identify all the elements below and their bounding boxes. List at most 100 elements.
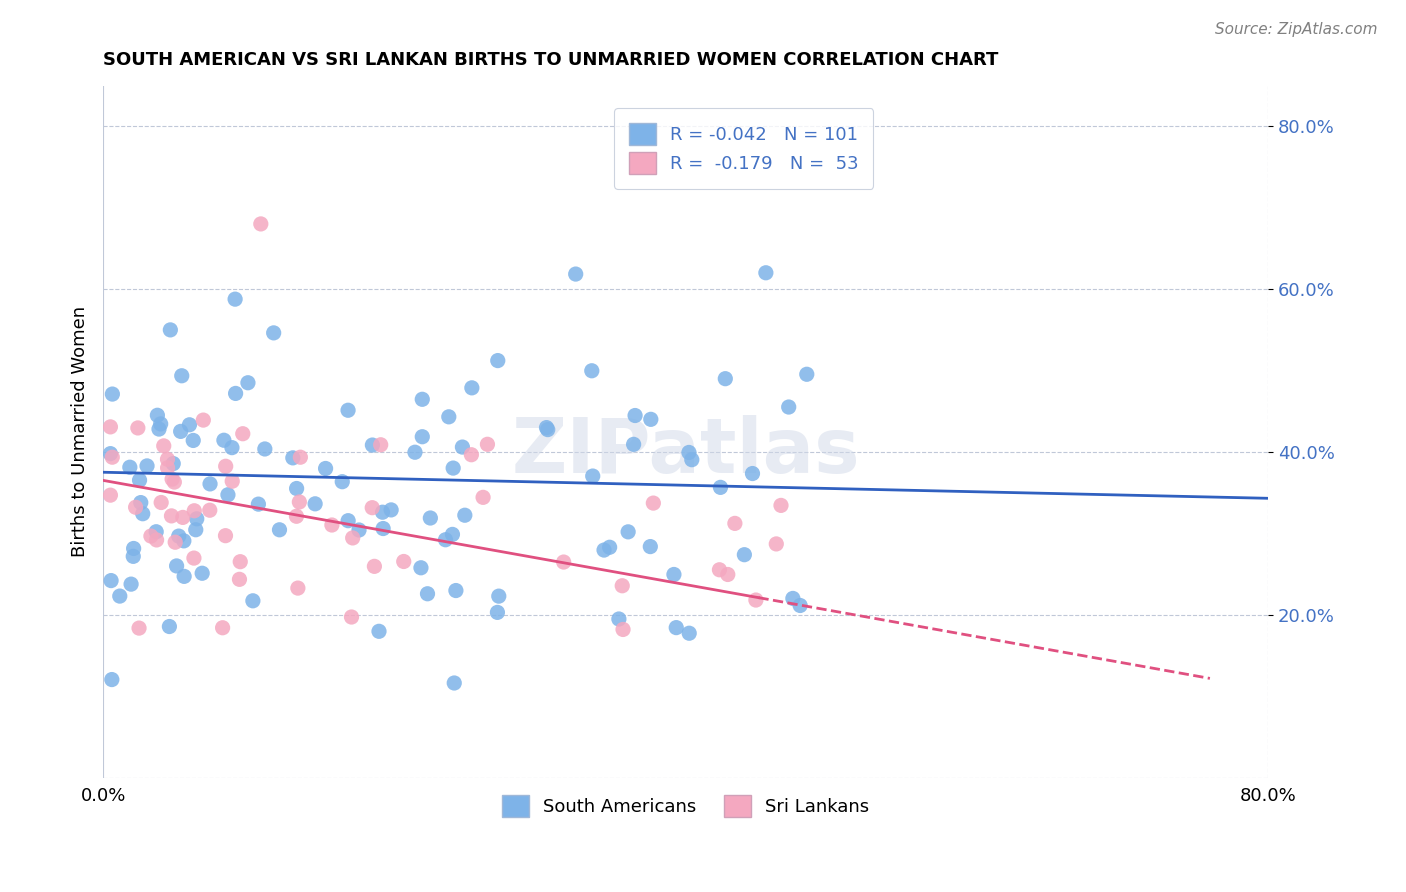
South Americans [173, 533, 195, 548]
Legend: South Americans, Sri Lankans: South Americans, Sri Lankans [495, 788, 876, 824]
Sri Lankans [198, 503, 221, 517]
Sri Lankans [342, 531, 364, 545]
South Americans [122, 541, 145, 556]
South Americans [741, 467, 763, 481]
Sri Lankans [472, 491, 495, 505]
Sri Lankans [477, 437, 499, 451]
South Americans [404, 445, 426, 459]
South Americans [136, 458, 159, 473]
South Americans [347, 523, 370, 537]
Sri Lankans [745, 593, 768, 607]
South Americans [419, 511, 441, 525]
South Americans [242, 594, 264, 608]
South Americans [100, 574, 122, 588]
Sri Lankans [724, 516, 747, 531]
Sri Lankans [145, 533, 167, 547]
Sri Lankans [553, 555, 575, 569]
South Americans [451, 440, 474, 454]
Text: SOUTH AMERICAN VS SRI LANKAN BIRTHS TO UNMARRIED WOMEN CORRELATION CHART: SOUTH AMERICAN VS SRI LANKAN BIRTHS TO U… [103, 51, 998, 69]
South Americans [681, 452, 703, 467]
South Americans [678, 445, 700, 459]
Sri Lankans [156, 452, 179, 467]
South Americans [236, 376, 259, 390]
South Americans [146, 409, 169, 423]
South Americans [796, 368, 818, 382]
South Americans [198, 476, 221, 491]
Sri Lankans [139, 529, 162, 543]
South Americans [755, 266, 778, 280]
Sri Lankans [183, 504, 205, 518]
South Americans [714, 372, 737, 386]
South Americans [789, 599, 811, 613]
Sri Lankans [124, 500, 146, 515]
South Americans [380, 503, 402, 517]
South Americans [409, 561, 432, 575]
Sri Lankans [392, 554, 415, 568]
South Americans [315, 461, 337, 475]
Text: ZIPatlas: ZIPatlas [512, 416, 860, 490]
South Americans [162, 457, 184, 471]
South Americans [640, 412, 662, 426]
South Americans [149, 417, 172, 431]
Sri Lankans [285, 509, 308, 524]
South Americans [582, 469, 605, 483]
South Americans [624, 409, 647, 423]
South Americans [148, 422, 170, 436]
South Americans [778, 400, 800, 414]
South Americans [665, 621, 688, 635]
South Americans [434, 533, 457, 547]
South Americans [108, 589, 131, 603]
Sri Lankans [765, 537, 787, 551]
Sri Lankans [214, 529, 236, 543]
Sri Lankans [152, 439, 174, 453]
South Americans [709, 480, 731, 494]
Sri Lankans [370, 438, 392, 452]
Sri Lankans [183, 551, 205, 566]
Sri Lankans [193, 413, 215, 427]
South Americans [607, 612, 630, 626]
South Americans [304, 497, 326, 511]
Sri Lankans [160, 472, 183, 486]
South Americans [129, 495, 152, 509]
Sri Lankans [643, 496, 665, 510]
Sri Lankans [460, 448, 482, 462]
South Americans [225, 386, 247, 401]
South Americans [159, 323, 181, 337]
South Americans [179, 417, 201, 432]
Sri Lankans [717, 567, 740, 582]
South Americans [128, 473, 150, 487]
South Americans [623, 437, 645, 451]
Sri Lankans [287, 581, 309, 595]
Sri Lankans [165, 535, 187, 549]
South Americans [166, 558, 188, 573]
South Americans [368, 624, 391, 639]
South Americans [678, 626, 700, 640]
Sri Lankans [228, 572, 250, 586]
South Americans [361, 438, 384, 452]
Sri Lankans [250, 217, 273, 231]
South Americans [217, 488, 239, 502]
Sri Lankans [215, 459, 238, 474]
South Americans [537, 423, 560, 437]
South Americans [184, 523, 207, 537]
Sri Lankans [340, 610, 363, 624]
South Americans [411, 392, 433, 407]
South Americans [536, 420, 558, 434]
South Americans [593, 543, 616, 558]
South Americans [564, 267, 586, 281]
South Americans [173, 569, 195, 583]
South Americans [662, 567, 685, 582]
Sri Lankans [709, 563, 731, 577]
South Americans [617, 524, 640, 539]
South Americans [167, 529, 190, 543]
South Americans [488, 589, 510, 603]
South Americans [122, 549, 145, 564]
South Americans [444, 583, 467, 598]
Sri Lankans [156, 460, 179, 475]
South Americans [443, 676, 465, 690]
South Americans [118, 460, 141, 475]
South Americans [599, 541, 621, 555]
South Americans [120, 577, 142, 591]
Sri Lankans [290, 450, 312, 465]
Sri Lankans [172, 510, 194, 524]
